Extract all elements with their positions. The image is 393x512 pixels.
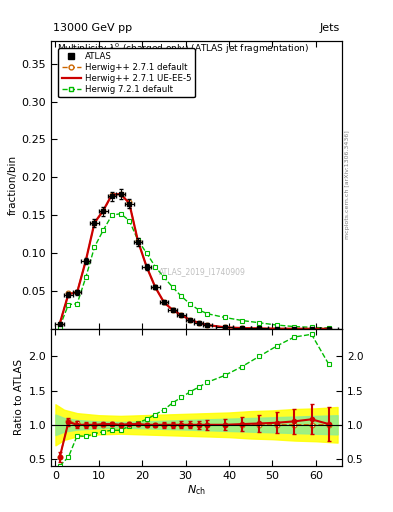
Text: ATLAS_2019_I1740909: ATLAS_2019_I1740909: [159, 267, 246, 276]
Text: Jets: Jets: [320, 23, 340, 33]
X-axis label: $N_{\rm{ch}}$: $N_{\rm{ch}}$: [187, 483, 206, 497]
Y-axis label: fraction/bin: fraction/bin: [7, 155, 17, 215]
Text: 13000 GeV pp: 13000 GeV pp: [53, 23, 132, 33]
Y-axis label: Ratio to ATLAS: Ratio to ATLAS: [14, 359, 24, 435]
Legend: ATLAS, Herwig++ 2.7.1 default, Herwig++ 2.7.1 UE-EE-5, Herwig 7.2.1 default: ATLAS, Herwig++ 2.7.1 default, Herwig++ …: [58, 48, 195, 97]
Y-axis label: mcplots.cern.ch [arXiv:1306.3436]: mcplots.cern.ch [arXiv:1306.3436]: [345, 131, 350, 239]
Text: Multiplicity $\lambda_0^0$ (charged only) (ATLAS jet fragmentation): Multiplicity $\lambda_0^0$ (charged only…: [57, 41, 309, 56]
